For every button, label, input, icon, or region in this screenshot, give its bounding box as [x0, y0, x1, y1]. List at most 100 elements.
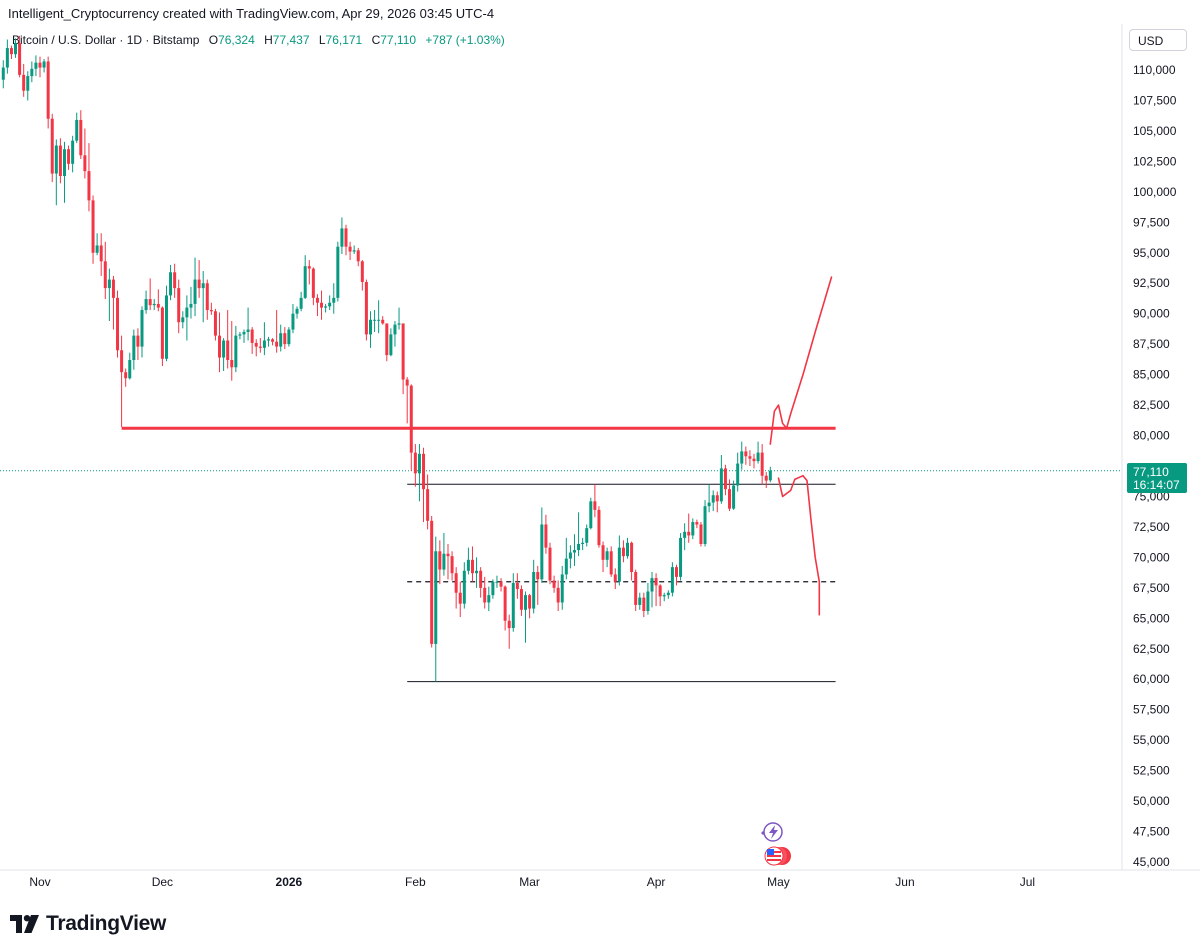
candle-body: [303, 266, 307, 298]
candle-body: [397, 323, 401, 325]
candle-body: [683, 531, 687, 538]
candle: [144, 290, 148, 314]
candle-body: [197, 279, 201, 289]
candle: [740, 441, 744, 470]
candle-body: [111, 279, 115, 298]
price-tick-label: 50,000: [1133, 794, 1170, 808]
candle: [91, 195, 95, 264]
last-price-tag: 77,110 16:14:07: [1127, 463, 1187, 493]
candle-body: [426, 489, 430, 521]
candle: [658, 584, 662, 607]
candle: [552, 575, 556, 593]
candle-body: [79, 119, 83, 156]
candle-body: [262, 340, 266, 348]
candle-body: [621, 547, 625, 557]
candle-body: [650, 578, 654, 592]
candle: [201, 271, 205, 323]
candle-body: [275, 341, 279, 347]
candle: [470, 546, 474, 582]
candle: [764, 472, 768, 488]
candle-body: [458, 592, 462, 604]
high-label: H: [264, 33, 273, 47]
candle: [544, 514, 548, 554]
candle: [413, 444, 417, 487]
open-value: 76,324: [218, 33, 255, 47]
candle: [148, 278, 152, 311]
candle-body: [703, 506, 707, 544]
candle: [238, 331, 242, 340]
candle: [352, 245, 356, 254]
candle: [422, 447, 426, 523]
candle: [589, 497, 593, 530]
candle: [752, 453, 756, 469]
candle-body: [144, 299, 148, 311]
candle-body: [536, 572, 540, 580]
event-markers[interactable]: [761, 822, 791, 866]
bar-countdown: 16:14:07: [1133, 478, 1180, 492]
candle-body: [670, 567, 674, 593]
candle: [670, 562, 674, 597]
candle: [662, 592, 666, 602]
candle-body: [626, 542, 630, 557]
symbol-name[interactable]: Bitcoin / U.S. Dollar · 1D · Bitstamp: [12, 33, 200, 47]
candle: [324, 303, 328, 313]
candle: [173, 263, 177, 298]
lightning-event-icon[interactable]: [761, 822, 783, 842]
candle-body: [9, 48, 13, 55]
candle-body: [344, 228, 348, 247]
us-flag-event-icon[interactable]: [764, 846, 791, 866]
candle-body: [658, 585, 662, 597]
price-tick-label: 55,000: [1133, 733, 1170, 747]
candle: [295, 306, 299, 319]
candle-body: [116, 297, 120, 351]
candle: [128, 352, 132, 380]
candle-body: [401, 323, 405, 380]
candle: [107, 268, 111, 322]
candle: [160, 306, 164, 367]
change-value: +787 (+1.03%): [425, 33, 505, 47]
time-tick-label: Feb: [405, 875, 426, 889]
price-tick-label: 87,500: [1133, 337, 1170, 351]
candle-body: [336, 246, 340, 298]
candle: [499, 578, 503, 592]
candle-body: [417, 453, 421, 474]
candle-body: [75, 119, 79, 141]
candle: [271, 338, 275, 346]
candle-body: [462, 570, 466, 604]
candle: [715, 491, 719, 513]
time-tick-label: Mar: [519, 875, 540, 889]
candle: [266, 336, 270, 347]
candle: [434, 536, 438, 682]
candle-body: [279, 333, 283, 347]
candle: [638, 592, 642, 610]
candle: [564, 537, 568, 580]
candle-body: [732, 485, 736, 509]
candle-body: [438, 551, 442, 570]
candle: [487, 586, 491, 611]
currency-selector[interactable]: USD: [1129, 29, 1187, 51]
candle-body: [389, 334, 393, 356]
candle: [328, 295, 332, 311]
candle: [450, 551, 454, 581]
tradingview-logo-icon: [10, 915, 39, 933]
candle-body: [548, 547, 552, 581]
candle-body: [568, 552, 572, 559]
candle: [728, 479, 732, 512]
candle-body: [544, 524, 548, 548]
tradingview-branding[interactable]: TradingView: [10, 911, 166, 937]
candle-body: [597, 509, 601, 546]
candle-body: [679, 537, 683, 577]
candle: [234, 325, 238, 373]
candle-body: [62, 149, 66, 177]
candle-body: [50, 118, 54, 174]
candle: [491, 579, 495, 599]
candle-body: [67, 149, 71, 164]
candle: [577, 512, 581, 557]
candle-body: [723, 468, 727, 490]
candle: [303, 255, 307, 300]
candle: [515, 573, 519, 599]
candle: [397, 307, 401, 330]
candle-body: [695, 522, 699, 525]
candle-body: [160, 307, 164, 359]
